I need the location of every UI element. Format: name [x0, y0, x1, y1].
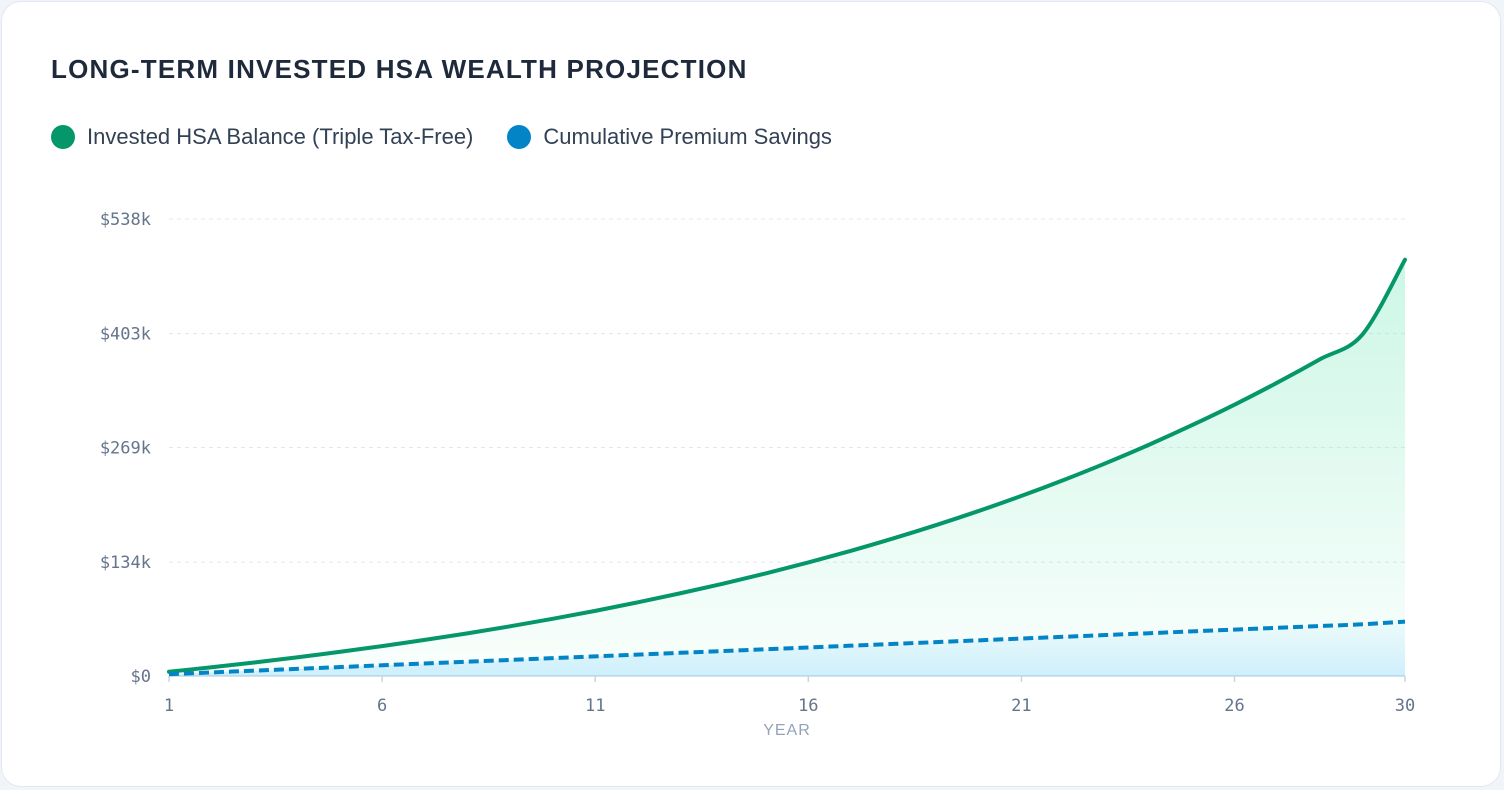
- data-point-hsa-balance: [1061, 477, 1067, 483]
- data-point-hsa-balance: [1402, 257, 1408, 263]
- data-point-premium-savings: [251, 668, 257, 674]
- data-point-premium-savings: [1189, 628, 1195, 634]
- area-hsa-balance: [169, 259, 1405, 676]
- y-tick-label: $269k: [100, 439, 151, 459]
- data-point-premium-savings: [1232, 627, 1238, 633]
- legend-label-hsa-balance: Invested HSA Balance (Triple Tax-Free): [87, 124, 474, 149]
- data-point-hsa-balance: [848, 548, 854, 554]
- data-point-hsa-balance: [1232, 402, 1238, 408]
- data-point-premium-savings: [336, 664, 342, 670]
- data-point-premium-savings: [1402, 619, 1408, 625]
- data-point-hsa-balance: [1104, 460, 1110, 466]
- chart-legend: Invested HSA Balance (Triple Tax-Free) C…: [51, 124, 832, 150]
- data-point-premium-savings: [763, 646, 769, 652]
- legend-swatch-premium-savings: [507, 125, 532, 149]
- data-point-hsa-balance: [720, 581, 726, 587]
- data-point-premium-savings: [1317, 623, 1323, 629]
- legend-item-premium-savings[interactable]: Cumulative Premium Savings: [507, 124, 832, 150]
- series-line-premium-savings: [168, 619, 1406, 677]
- data-point-hsa-balance: [464, 630, 470, 636]
- y-tick-label: $134k: [100, 553, 151, 573]
- data-point-hsa-balance: [336, 649, 342, 655]
- data-point-premium-savings: [592, 653, 598, 659]
- data-point-hsa-balance: [1189, 422, 1195, 428]
- data-point-hsa-balance: [933, 522, 939, 528]
- data-point-premium-savings: [507, 657, 513, 663]
- data-point-premium-savings: [1104, 632, 1110, 638]
- y-tick-label: $538k: [100, 210, 151, 230]
- data-point-hsa-balance: [1317, 356, 1323, 362]
- series-line-hsa-balance: [167, 257, 1407, 674]
- data-point-hsa-balance: [294, 654, 300, 660]
- data-point-premium-savings: [464, 659, 470, 665]
- legend-swatch-hsa-balance: [51, 125, 75, 149]
- data-point-hsa-balance: [677, 590, 683, 596]
- data-point-premium-savings: [976, 637, 982, 643]
- x-tick-label: 6: [377, 696, 387, 716]
- data-point-premium-savings: [1274, 625, 1280, 631]
- data-point-hsa-balance: [379, 643, 385, 649]
- data-point-premium-savings: [294, 666, 300, 672]
- legend-item-hsa-balance[interactable]: Invested HSA Balance (Triple Tax-Free): [51, 124, 473, 150]
- data-point-premium-savings: [891, 641, 897, 647]
- data-point-premium-savings: [1061, 634, 1067, 640]
- data-point-hsa-balance: [422, 637, 428, 643]
- data-point-premium-savings: [677, 650, 683, 656]
- data-point-premium-savings: [550, 655, 556, 661]
- y-tick-label: $403k: [100, 325, 151, 345]
- x-tick-label: 30: [1395, 696, 1415, 716]
- data-point-premium-savings: [422, 661, 428, 667]
- data-point-hsa-balance: [1359, 332, 1365, 338]
- legend-label-premium-savings: Cumulative Premium Savings: [543, 124, 832, 149]
- data-point-hsa-balance: [805, 559, 811, 565]
- data-point-hsa-balance: [635, 599, 641, 605]
- x-axis-title: YEAR: [763, 722, 811, 739]
- data-point-hsa-balance: [1146, 442, 1152, 448]
- chart-title: LONG-TERM INVESTED HSA WEALTH PROJECTION: [51, 54, 748, 84]
- x-tick-label: 11: [585, 696, 605, 716]
- y-tick-label: $0: [131, 667, 151, 687]
- data-point-premium-savings: [933, 639, 939, 645]
- data-point-hsa-balance: [1018, 493, 1024, 499]
- x-tick-label: 1: [164, 696, 174, 716]
- x-tick-label: 21: [1011, 696, 1031, 716]
- data-point-premium-savings: [1359, 621, 1365, 627]
- data-point-premium-savings: [805, 644, 811, 650]
- data-point-hsa-balance: [891, 535, 897, 541]
- data-point-hsa-balance: [209, 664, 215, 670]
- data-point-premium-savings: [720, 648, 726, 654]
- data-point-premium-savings: [166, 671, 172, 677]
- data-point-premium-savings: [379, 662, 385, 668]
- data-point-hsa-balance: [763, 570, 769, 576]
- data-point-hsa-balance: [251, 659, 257, 665]
- data-point-hsa-balance: [1274, 380, 1280, 386]
- data-point-premium-savings: [848, 643, 854, 649]
- data-point-premium-savings: [209, 669, 215, 675]
- data-point-hsa-balance: [976, 508, 982, 514]
- data-point-hsa-balance: [550, 616, 556, 622]
- data-point-premium-savings: [635, 652, 641, 658]
- x-tick-label: 26: [1224, 696, 1244, 716]
- data-point-premium-savings: [1146, 630, 1152, 636]
- x-tick-label: 16: [798, 696, 818, 716]
- data-point-premium-savings: [1018, 636, 1024, 642]
- data-point-hsa-balance: [507, 623, 513, 629]
- data-point-hsa-balance: [592, 608, 598, 614]
